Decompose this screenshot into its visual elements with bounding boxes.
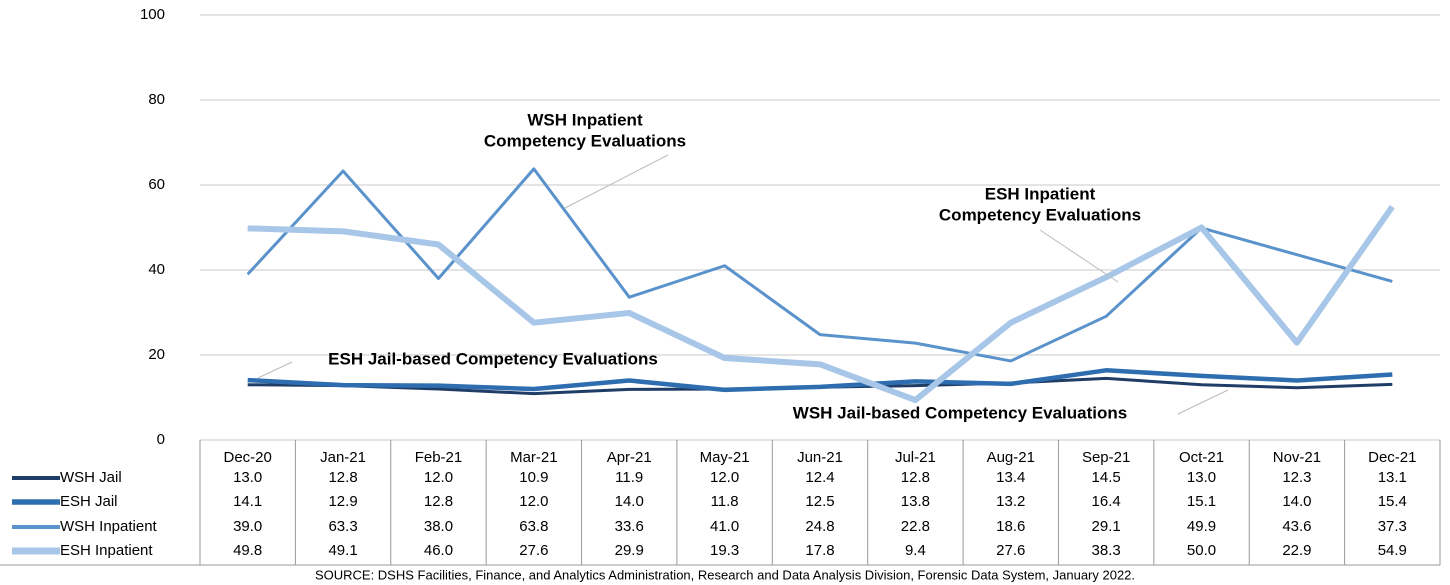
y-tick-label: 40 (148, 261, 165, 278)
annotation-leader (1177, 389, 1229, 415)
table-value: 14.5 (1092, 469, 1121, 486)
table-value: 46.0 (424, 542, 453, 559)
table-value: 12.8 (901, 469, 930, 486)
table-value: 13.0 (1187, 469, 1216, 486)
annotation: ESH Jail-based Competency Evaluations (328, 349, 658, 368)
legend-label: WSH Inpatient (60, 518, 158, 535)
x-tick-label: Jul-21 (895, 449, 936, 466)
table-value: 24.8 (805, 518, 834, 535)
table-value: 49.8 (233, 542, 262, 559)
x-tick-label: Apr-21 (607, 449, 652, 466)
table-value: 22.9 (1282, 542, 1311, 559)
table-value: 43.6 (1282, 518, 1311, 535)
table-value: 13.0 (233, 469, 262, 486)
table-value: 19.3 (710, 542, 739, 559)
annotation: WSH Jail-based Competency Evaluations (793, 403, 1127, 422)
table-value: 11.9 (615, 469, 643, 486)
y-tick-label: 100 (140, 6, 165, 23)
table-value: 38.3 (1092, 542, 1121, 559)
table-value: 12.3 (1282, 469, 1311, 486)
table-value: 12.8 (424, 493, 453, 510)
table-value: 13.8 (901, 493, 930, 510)
table-value: 29.9 (615, 542, 644, 559)
series-line (247, 204, 1395, 404)
table-value: 41.0 (710, 518, 739, 535)
table-value: 12.9 (328, 493, 357, 510)
table-value: 14.0 (1282, 493, 1311, 510)
y-tick-label: 20 (148, 346, 165, 363)
table-value: 15.4 (1378, 493, 1407, 510)
table-value: 10.9 (519, 469, 548, 486)
x-tick-label: Feb-21 (415, 449, 463, 466)
annotation: WSH Inpatient (527, 110, 643, 129)
table-value: 13.1 (1378, 469, 1407, 486)
x-tick-label: Jan-21 (320, 449, 366, 466)
table-value: 37.3 (1378, 518, 1407, 535)
series-line (246, 167, 1393, 363)
table-value: 18.6 (996, 518, 1025, 535)
x-tick-label: Dec-21 (1368, 449, 1416, 466)
table-value: 14.0 (615, 493, 644, 510)
annotation: ESH Inpatient (985, 184, 1096, 203)
table-value: 11.8 (711, 493, 739, 510)
table-value: 33.6 (615, 518, 644, 535)
table-value: 50.0 (1187, 542, 1216, 559)
table-value: 12.0 (519, 493, 548, 510)
table-value: 63.3 (328, 518, 357, 535)
source-note: SOURCE: DSHS Facilities, Finance, and An… (315, 567, 1135, 582)
series-line (247, 368, 1393, 393)
legend-label: ESH Jail (60, 493, 118, 510)
x-tick-label: Jun-21 (797, 449, 843, 466)
table-value: 12.0 (710, 469, 739, 486)
y-tick-label: 60 (148, 176, 165, 193)
table-value: 12.0 (424, 469, 453, 486)
legend-label: WSH Jail (60, 469, 122, 486)
table-value: 14.1 (233, 493, 262, 510)
table-value: 39.0 (233, 518, 262, 535)
table-value: 12.8 (328, 469, 357, 486)
legend-label: ESH Inpatient (60, 542, 153, 559)
table-value: 54.9 (1378, 542, 1407, 559)
x-tick-label: Sep-21 (1082, 449, 1130, 466)
table-value: 63.8 (519, 518, 548, 535)
table-value: 22.8 (901, 518, 930, 535)
x-tick-label: Dec-20 (224, 449, 272, 466)
y-tick-label: 80 (148, 91, 165, 108)
table-value: 12.4 (805, 469, 834, 486)
table-value: 16.4 (1092, 493, 1121, 510)
table-value: 38.0 (424, 518, 453, 535)
x-tick-label: Nov-21 (1273, 449, 1321, 466)
annotation-leader (564, 154, 669, 209)
annotation-leader (1039, 229, 1119, 283)
table-value: 49.9 (1187, 518, 1216, 535)
x-tick-label: Mar-21 (510, 449, 558, 466)
table-value: 27.6 (996, 542, 1025, 559)
table-value: 13.4 (996, 469, 1025, 486)
x-tick-label: May-21 (700, 449, 750, 466)
table-value: 9.4 (905, 542, 926, 559)
y-tick-label: 0 (157, 431, 165, 448)
annotation: Competency Evaluations (484, 131, 686, 150)
annotation: Competency Evaluations (939, 205, 1141, 224)
table-value: 29.1 (1092, 518, 1121, 535)
table-value: 27.6 (519, 542, 548, 559)
table-value: 17.8 (805, 542, 834, 559)
x-tick-label: Aug-21 (987, 449, 1035, 466)
table-value: 49.1 (328, 542, 357, 559)
x-tick-label: Oct-21 (1179, 449, 1224, 466)
table-value: 13.2 (996, 493, 1025, 510)
table-value: 15.1 (1187, 493, 1216, 510)
table-value: 12.5 (805, 493, 834, 510)
annotation-leader (257, 361, 293, 379)
